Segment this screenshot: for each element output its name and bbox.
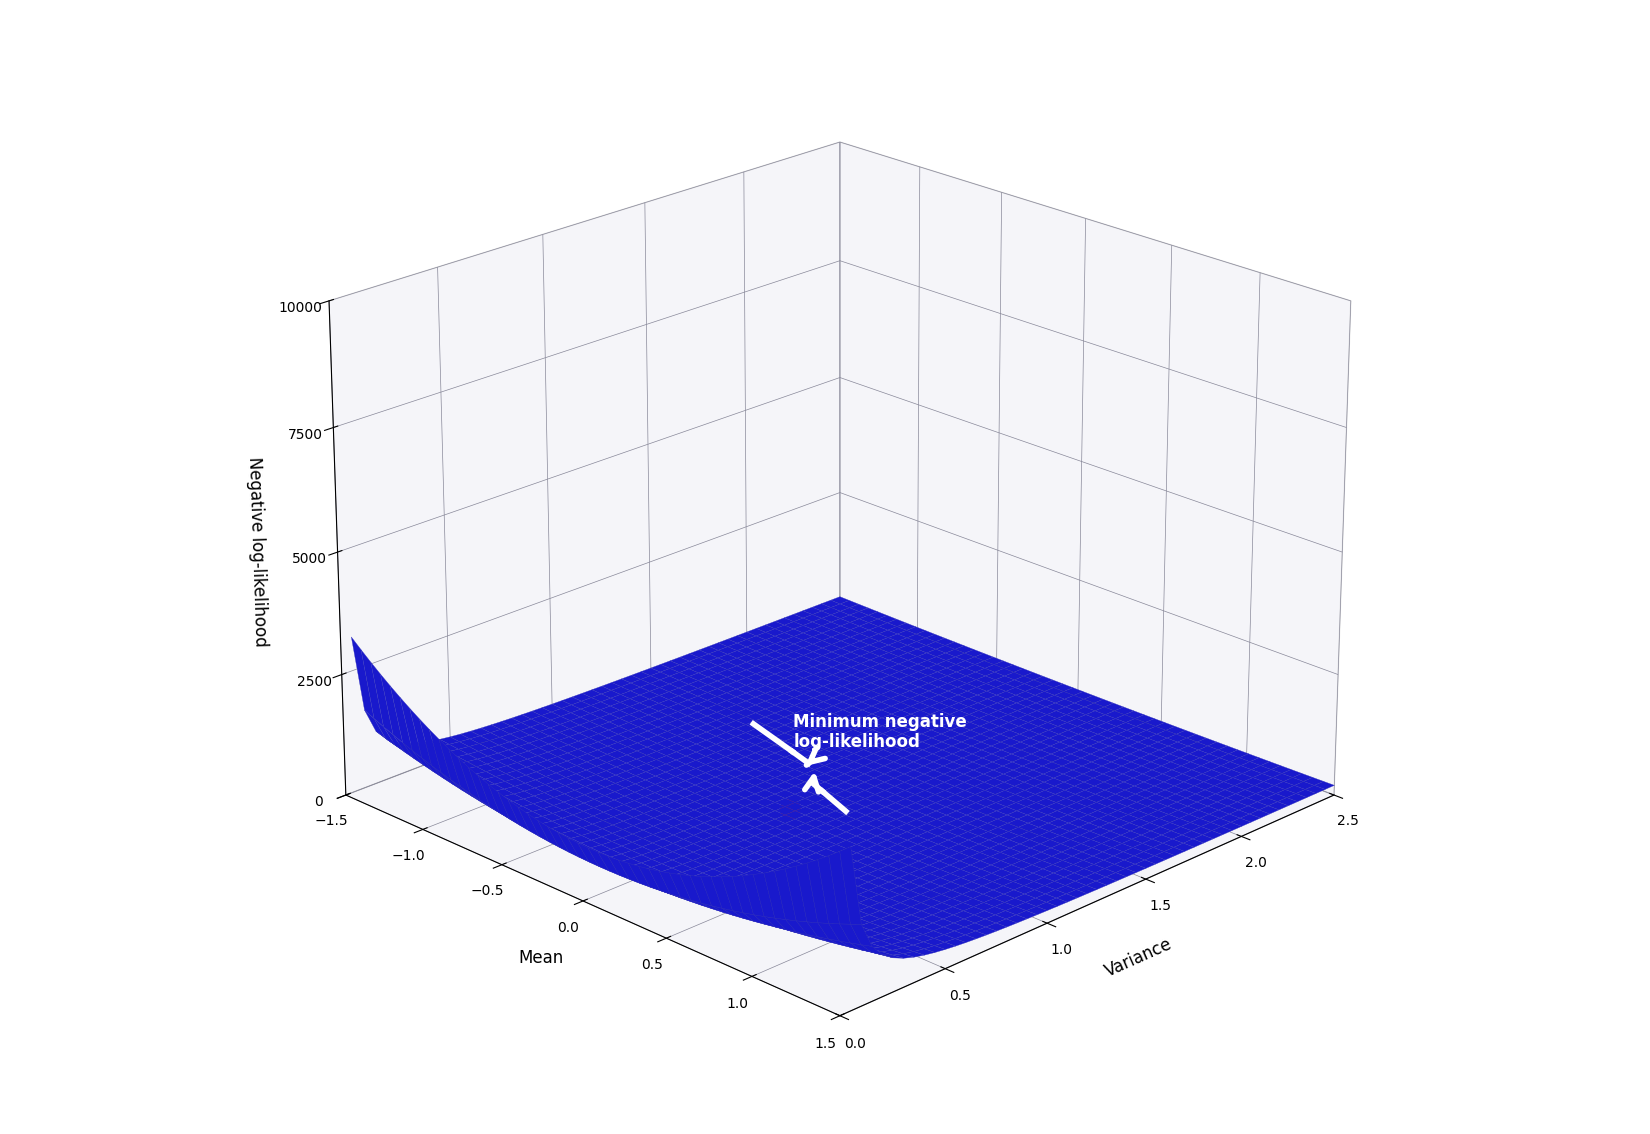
X-axis label: Variance: Variance (1102, 936, 1175, 981)
Y-axis label: Mean: Mean (518, 949, 564, 967)
Text: Minimum negative
log-likelihood: Minimum negative log-likelihood (794, 712, 967, 752)
